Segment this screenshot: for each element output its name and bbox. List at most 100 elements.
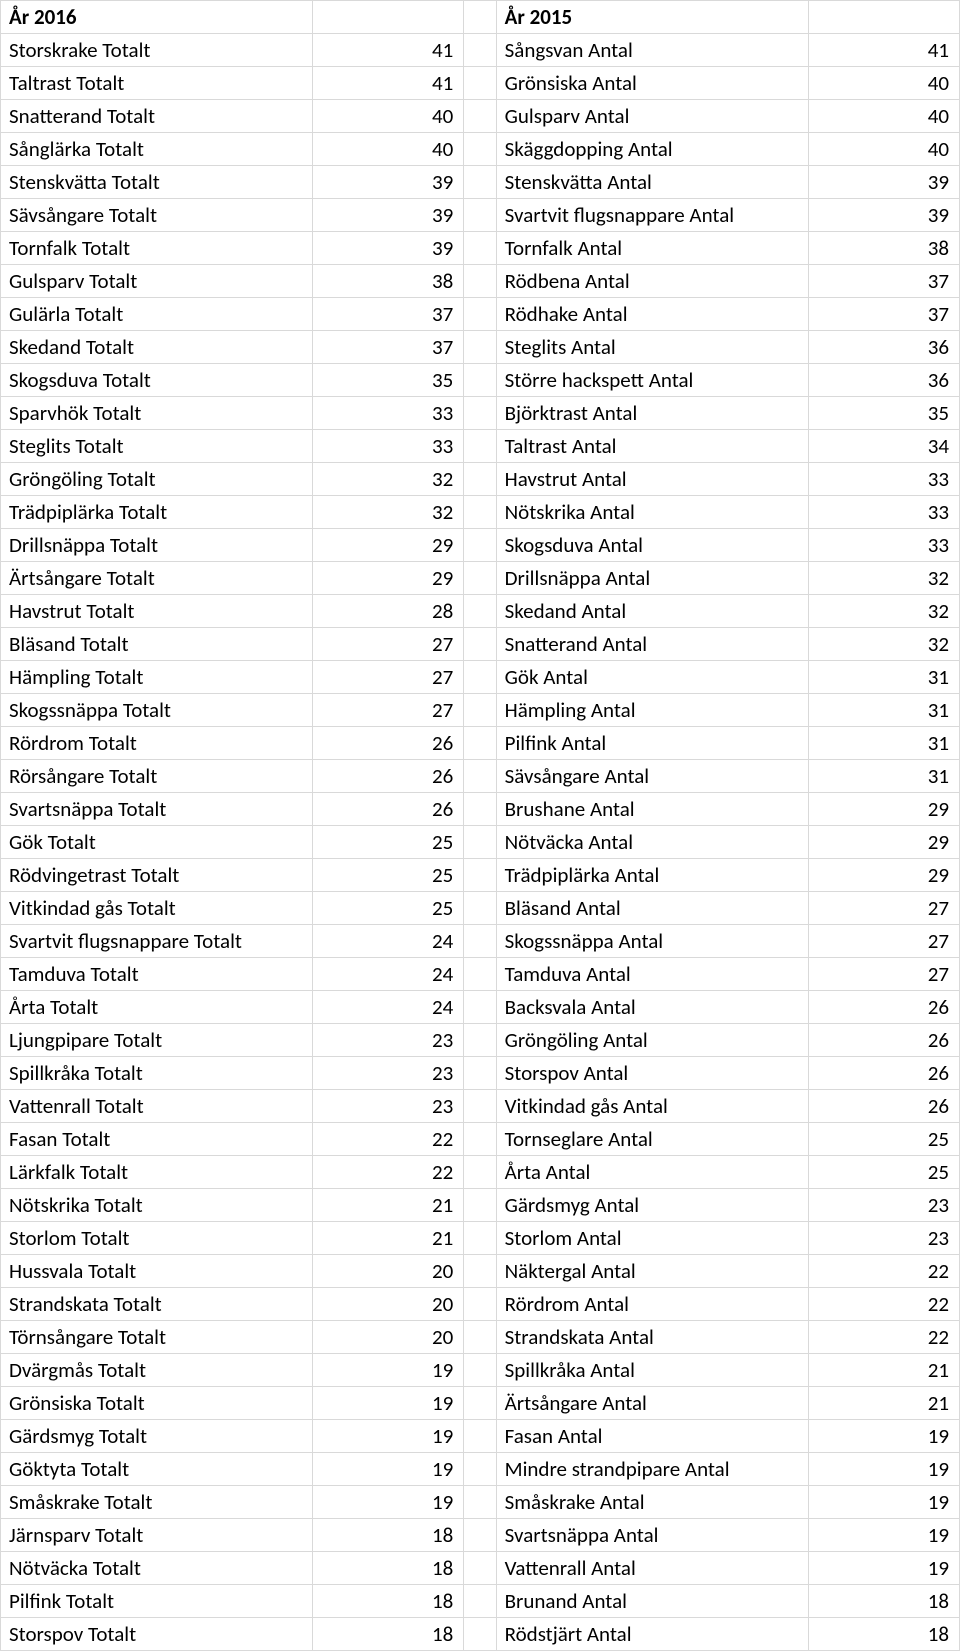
table-row: Nötväcka Totalt18Vattenrall Antal19 xyxy=(1,1552,960,1585)
table-row: Gröngöling Totalt32Havstrut Antal33 xyxy=(1,463,960,496)
right-value-cell: 26 xyxy=(809,1090,960,1123)
table-row: Sånglärka Totalt40Skäggdopping Antal40 xyxy=(1,133,960,166)
left-name-cell: Göktyta Totalt xyxy=(1,1453,313,1486)
table-row: Ärtsångare Totalt29Drillsnäppa Antal32 xyxy=(1,562,960,595)
left-value-cell: 32 xyxy=(313,463,464,496)
right-value-cell: 27 xyxy=(809,892,960,925)
left-value-cell: 20 xyxy=(313,1288,464,1321)
right-value-cell: 26 xyxy=(809,991,960,1024)
left-name-cell: Dvärgmås Totalt xyxy=(1,1354,313,1387)
right-name-cell: Småskrake Antal xyxy=(496,1486,808,1519)
right-name-cell: Rördrom Antal xyxy=(496,1288,808,1321)
spacer-cell xyxy=(464,496,496,529)
right-name-cell: Tornseglare Antal xyxy=(496,1123,808,1156)
right-value-cell: 27 xyxy=(809,925,960,958)
left-value-cell: 35 xyxy=(313,364,464,397)
left-value-cell: 19 xyxy=(313,1387,464,1420)
left-name-cell: Årta Totalt xyxy=(1,991,313,1024)
left-value-cell: 21 xyxy=(313,1189,464,1222)
right-name-cell: Snatterand Antal xyxy=(496,628,808,661)
left-value-cell: 19 xyxy=(313,1420,464,1453)
left-value-cell: 41 xyxy=(313,67,464,100)
table-row: Hussvala Totalt20Näktergal Antal22 xyxy=(1,1255,960,1288)
spacer-cell xyxy=(464,892,496,925)
spacer-cell xyxy=(464,1057,496,1090)
table-row: Järnsparv Totalt18Svartsnäppa Antal19 xyxy=(1,1519,960,1552)
left-value-cell: 29 xyxy=(313,529,464,562)
right-name-cell: Årta Antal xyxy=(496,1156,808,1189)
right-name-cell: Vattenrall Antal xyxy=(496,1552,808,1585)
right-name-cell: Spillkråka Antal xyxy=(496,1354,808,1387)
left-value-cell: 27 xyxy=(313,694,464,727)
header-left-blank xyxy=(313,1,464,34)
table-row: Pilfink Totalt18Brunand Antal18 xyxy=(1,1585,960,1618)
table-row: Rördrom Totalt26Pilfink Antal31 xyxy=(1,727,960,760)
table-row: Årta Totalt24Backsvala Antal26 xyxy=(1,991,960,1024)
right-name-cell: Gröngöling Antal xyxy=(496,1024,808,1057)
table-row: Taltrast Totalt41Grönsiska Antal40 xyxy=(1,67,960,100)
left-value-cell: 24 xyxy=(313,925,464,958)
table-row: Gök Totalt25Nötväcka Antal29 xyxy=(1,826,960,859)
spacer-cell xyxy=(464,1321,496,1354)
table-header-row: År 2016År 2015 xyxy=(1,1,960,34)
right-name-cell: Skäggdopping Antal xyxy=(496,133,808,166)
spacer-cell xyxy=(464,793,496,826)
header-right-blank xyxy=(809,1,960,34)
left-name-cell: Sparvhök Totalt xyxy=(1,397,313,430)
spacer-cell xyxy=(464,199,496,232)
spacer-cell xyxy=(464,67,496,100)
spacer-cell xyxy=(464,859,496,892)
table-row: Rödvingetrast Totalt25Trädpiplärka Antal… xyxy=(1,859,960,892)
table-row: Svartvit flugsnappare Totalt24Skogssnäpp… xyxy=(1,925,960,958)
left-value-cell: 26 xyxy=(313,760,464,793)
right-name-cell: Backsvala Antal xyxy=(496,991,808,1024)
right-name-cell: Skogsduva Antal xyxy=(496,529,808,562)
left-name-cell: Trädpiplärka Totalt xyxy=(1,496,313,529)
spacer-cell xyxy=(464,991,496,1024)
right-name-cell: Mindre strandpipare Antal xyxy=(496,1453,808,1486)
left-value-cell: 18 xyxy=(313,1585,464,1618)
spacer-cell xyxy=(464,34,496,67)
left-name-cell: Törnsångare Totalt xyxy=(1,1321,313,1354)
spacer-cell xyxy=(464,1222,496,1255)
right-value-cell: 32 xyxy=(809,595,960,628)
right-name-cell: Skogssnäppa Antal xyxy=(496,925,808,958)
left-name-cell: Skedand Totalt xyxy=(1,331,313,364)
right-value-cell: 22 xyxy=(809,1288,960,1321)
table-row: Dvärgmås Totalt19Spillkråka Antal21 xyxy=(1,1354,960,1387)
left-value-cell: 21 xyxy=(313,1222,464,1255)
right-name-cell: Rödstjärt Antal xyxy=(496,1618,808,1651)
right-value-cell: 22 xyxy=(809,1321,960,1354)
table-row: Hämpling Totalt27Gök Antal31 xyxy=(1,661,960,694)
left-value-cell: 41 xyxy=(313,34,464,67)
spacer-cell xyxy=(464,1519,496,1552)
right-name-cell: Storspov Antal xyxy=(496,1057,808,1090)
spacer-cell xyxy=(464,1123,496,1156)
spacer-cell xyxy=(464,133,496,166)
left-value-cell: 18 xyxy=(313,1519,464,1552)
spacer-cell xyxy=(464,562,496,595)
spacer-cell xyxy=(464,1453,496,1486)
table-row: Stenskvätta Totalt39Stenskvätta Antal39 xyxy=(1,166,960,199)
right-value-cell: 23 xyxy=(809,1189,960,1222)
right-value-cell: 40 xyxy=(809,100,960,133)
table-row: Törnsångare Totalt20Strandskata Antal22 xyxy=(1,1321,960,1354)
spacer-cell xyxy=(464,661,496,694)
left-name-cell: Tamduva Totalt xyxy=(1,958,313,991)
right-value-cell: 37 xyxy=(809,265,960,298)
spacer-cell xyxy=(464,1,496,34)
right-name-cell: Näktergal Antal xyxy=(496,1255,808,1288)
right-name-cell: Gulsparv Antal xyxy=(496,100,808,133)
right-name-cell: Brushane Antal xyxy=(496,793,808,826)
left-name-cell: Pilfink Totalt xyxy=(1,1585,313,1618)
left-value-cell: 27 xyxy=(313,661,464,694)
right-value-cell: 32 xyxy=(809,628,960,661)
spacer-cell xyxy=(464,1618,496,1651)
left-name-cell: Steglits Totalt xyxy=(1,430,313,463)
right-name-cell: Tamduva Antal xyxy=(496,958,808,991)
spacer-cell xyxy=(464,1585,496,1618)
right-value-cell: 27 xyxy=(809,958,960,991)
left-name-cell: Svartsnäppa Totalt xyxy=(1,793,313,826)
spacer-cell xyxy=(464,1156,496,1189)
left-value-cell: 38 xyxy=(313,265,464,298)
